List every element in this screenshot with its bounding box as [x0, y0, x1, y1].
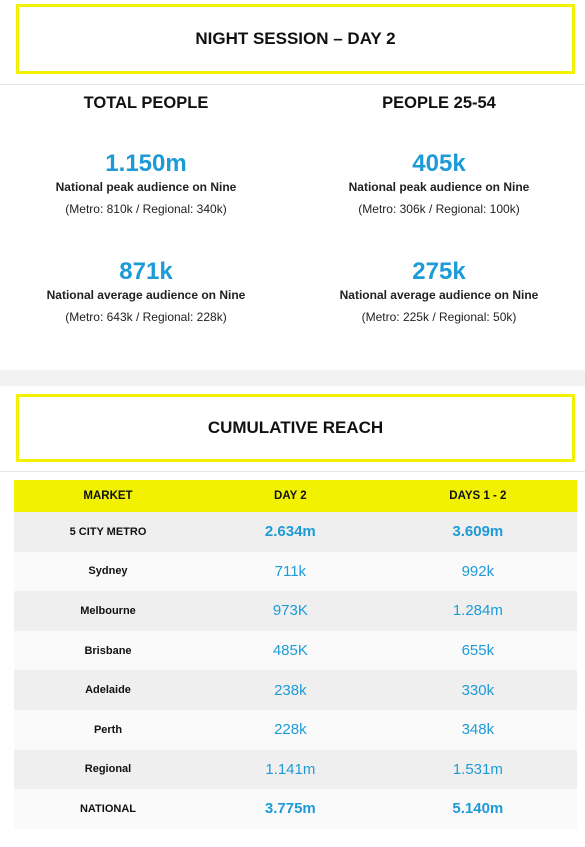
days12-cell: 3.609m	[378, 512, 577, 552]
cumulative-reach-table: MARKET DAY 2 DAYS 1 - 2 5 CITY METRO 2.6…	[14, 480, 577, 829]
peak-audience-label: National peak audience on Nine	[55, 180, 237, 194]
day2-cell: 711k	[202, 551, 379, 592]
market-cell: Adelaide	[14, 670, 202, 710]
table-header-row: MARKET DAY 2 DAYS 1 - 2	[14, 480, 577, 512]
days12-cell: 655k	[378, 630, 577, 671]
average-audience-value: 871k	[119, 258, 173, 285]
people-25-54-section: PEOPLE 25-54 405k National peak audience…	[293, 0, 585, 370]
total-people-heading: TOTAL PEOPLE	[83, 94, 209, 112]
peak-audience-value: 405k	[412, 150, 466, 177]
day2-cell: 2.634m	[202, 512, 379, 552]
cumulative-reach-banner: CUMULATIVE REACH	[16, 394, 575, 462]
table-row: Brisbane 485K 655k	[14, 630, 577, 671]
days12-cell: 992k	[378, 551, 577, 592]
days12-cell: 348k	[378, 709, 577, 750]
table-row: Sydney 711k 992k	[14, 551, 577, 592]
peak-audience-breakdown: (Metro: 306k / Regional: 100k)	[358, 202, 520, 216]
day2-cell: 228k	[202, 709, 379, 750]
divider	[0, 84, 585, 85]
day2-cell: 973K	[202, 591, 379, 631]
table-row: Melbourne 973K 1.284m	[14, 591, 577, 631]
people-25-54-heading: PEOPLE 25-54	[382, 94, 496, 112]
people-25-54-average: 275k National average audience on Nine (…	[293, 258, 585, 324]
cumulative-reach-title: CUMULATIVE REACH	[207, 418, 384, 437]
section-separator	[0, 370, 585, 386]
days12-cell: 330k	[378, 670, 577, 710]
average-audience-breakdown: (Metro: 643k / Regional: 228k)	[65, 310, 227, 324]
day2-cell: 3.775m	[202, 789, 379, 829]
market-cell: Sydney	[14, 551, 202, 592]
total-people-section: TOTAL PEOPLE 1.150m National peak audien…	[0, 0, 292, 370]
night-session-banner: NIGHT SESSION – DAY 2	[16, 4, 575, 74]
average-audience-label: National average audience on Nine	[339, 288, 539, 302]
market-cell: 5 CITY METRO	[14, 512, 202, 552]
day2-cell: 485K	[202, 630, 379, 671]
market-cell: Perth	[14, 709, 202, 750]
market-cell: Brisbane	[14, 630, 202, 671]
peak-audience-breakdown: (Metro: 810k / Regional: 340k)	[65, 202, 227, 216]
table-row: Regional 1.141m 1.531m	[14, 749, 577, 790]
days12-cell: 5.140m	[378, 789, 577, 829]
average-audience-breakdown: (Metro: 225k / Regional: 50k)	[361, 310, 517, 324]
table-row: 5 CITY METRO 2.634m 3.609m	[14, 512, 577, 552]
market-cell: Melbourne	[14, 591, 202, 631]
table-row: NATIONAL 3.775m 5.140m	[14, 789, 577, 829]
column-header-days12: DAYS 1 - 2	[378, 480, 577, 512]
table-row: Adelaide 238k 330k	[14, 670, 577, 710]
table-row: Perth 228k 348k	[14, 709, 577, 750]
night-session-title: NIGHT SESSION – DAY 2	[195, 29, 396, 48]
people-25-54-peak: 405k National peak audience on Nine (Met…	[293, 150, 585, 216]
peak-audience-label: National peak audience on Nine	[348, 180, 530, 194]
average-audience-value: 275k	[412, 258, 466, 285]
total-people-peak: 1.150m National peak audience on Nine (M…	[0, 150, 292, 216]
average-audience-label: National average audience on Nine	[46, 288, 246, 302]
divider	[0, 471, 585, 472]
day2-cell: 1.141m	[202, 749, 379, 790]
day2-cell: 238k	[202, 670, 379, 710]
market-cell: Regional	[14, 749, 202, 790]
days12-cell: 1.284m	[378, 591, 577, 631]
column-header-market: MARKET	[14, 480, 202, 512]
column-header-day2: DAY 2	[202, 480, 379, 512]
total-people-average: 871k National average audience on Nine (…	[0, 258, 292, 324]
peak-audience-value: 1.150m	[105, 150, 187, 177]
market-cell: NATIONAL	[14, 789, 202, 829]
days12-cell: 1.531m	[378, 749, 577, 790]
